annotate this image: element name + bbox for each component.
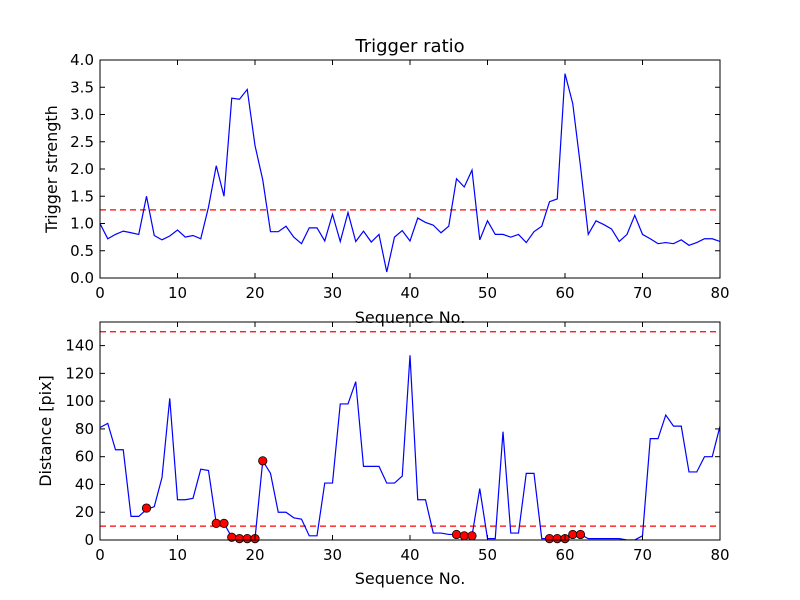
- chart-title: Trigger ratio: [354, 36, 464, 57]
- data-marker: [575, 529, 586, 540]
- x-tick-label: 20: [245, 546, 264, 564]
- x-tick-label: 30: [323, 284, 342, 302]
- x-tick-label: 40: [400, 284, 419, 302]
- plot-layer: [100, 331, 720, 540]
- axis-ticks: 0 10 20 30 40 50 60 70 80 0 20 40 60 80 100 120 140: [65, 322, 730, 564]
- x-tick-label: 10: [168, 546, 187, 564]
- y-tick-label: 0: [84, 531, 94, 549]
- y-tick-label: 60: [75, 448, 94, 466]
- x-tick-label: 40: [400, 546, 419, 564]
- x-tick-label: 60: [555, 546, 574, 564]
- data-marker: [459, 531, 469, 541]
- y-tick-label: 40: [75, 475, 94, 493]
- x-tick-label: 60: [555, 284, 574, 302]
- data-marker: [211, 518, 221, 528]
- y-tick-label: 3.0: [70, 106, 94, 124]
- x-tick-label: 10: [168, 284, 187, 302]
- data-marker: [544, 534, 555, 544]
- y-tick-label: 120: [65, 364, 94, 382]
- data-marker: [467, 531, 477, 541]
- trigger-ratio-chart: Trigger ratio 0 10 20 30 40 50 60 70 80 0.0 0.5 1.0…: [42, 36, 730, 327]
- y-axis-label: Distance [pix]: [36, 375, 55, 487]
- x-tick-label: 70: [633, 284, 652, 302]
- y-axis-label: Trigger strength: [42, 105, 61, 234]
- x-tick-label: 50: [478, 284, 497, 302]
- y-tick-label: 140: [65, 337, 94, 355]
- series-line: [100, 355, 720, 540]
- distance-chart: 0 10 20 30 40 50 60 70 80 0 20 40 60 80 100 120 140 Sequ…: [36, 321, 730, 588]
- y-tick-label: 2.5: [70, 133, 94, 151]
- data-marker: [219, 518, 229, 528]
- y-tick-label: 2.0: [70, 160, 94, 178]
- y-tick-label: 1.0: [70, 215, 94, 233]
- y-tick-label: 20: [75, 503, 94, 521]
- axes-frame: [99, 59, 721, 279]
- data-marker: [258, 456, 268, 466]
- x-tick-label: 70: [633, 546, 652, 564]
- y-tick-label: 1.5: [70, 187, 94, 205]
- axes-frame: [99, 321, 721, 541]
- y-tick-label: 0.0: [70, 269, 94, 287]
- x-tick-label: 80: [710, 546, 729, 564]
- x-axis-label: Sequence No.: [355, 569, 466, 588]
- y-tick-label: 80: [75, 420, 94, 438]
- x-tick-label: 80: [710, 284, 729, 302]
- x-tick-label: 0: [95, 284, 105, 302]
- data-marker: [141, 503, 152, 513]
- series-line: [100, 73, 720, 273]
- y-tick-label: 4.0: [70, 51, 94, 69]
- data-marker: [234, 534, 245, 544]
- y-tick-label: 100: [65, 392, 94, 410]
- x-tick-label: 20: [245, 284, 264, 302]
- data-marker: [552, 534, 562, 544]
- x-tick-label: 50: [478, 546, 497, 564]
- axis-ticks: 0 10 20 30 40 50 60 70 80 0.0 0.5 1.0 1.5 2.0 2.5 3.0 3.…: [70, 51, 729, 302]
- data-marker: [242, 534, 252, 544]
- y-tick-label: 3.5: [70, 78, 94, 96]
- plot-layer: [100, 73, 720, 273]
- y-tick-label: 0.5: [70, 242, 94, 260]
- plot-area: [100, 331, 720, 544]
- x-tick-label: 30: [323, 546, 342, 564]
- data-marker: [451, 529, 462, 540]
- data-marker: [568, 529, 578, 540]
- plot-area: [100, 73, 720, 273]
- x-tick-label: 0: [95, 546, 105, 564]
